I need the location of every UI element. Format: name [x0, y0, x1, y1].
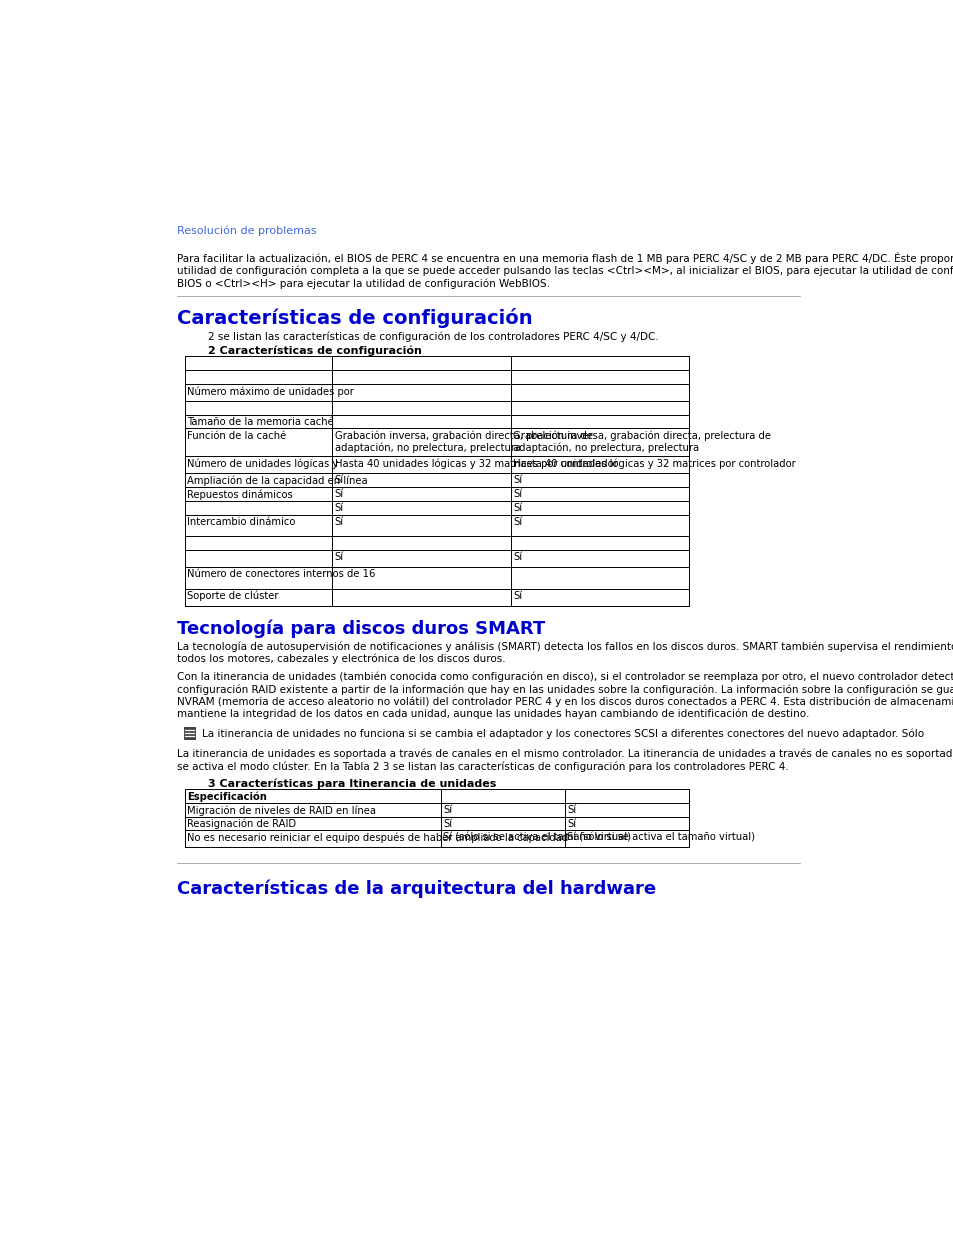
Text: 3 Características para Itinerancia de unidades: 3 Características para Itinerancia de un…: [208, 778, 497, 789]
Text: Grabación inversa, grabación directa, prelectura de
adaptación, no prelectura, p: Grabación inversa, grabación directa, pr…: [513, 431, 770, 453]
Text: Sí: Sí: [567, 805, 576, 815]
Text: Características de configuración: Características de configuración: [177, 308, 533, 327]
Text: Grabación inversa, grabación directa, prelectura de
adaptación, no prelectura, p: Grabación inversa, grabación directa, pr…: [335, 431, 592, 453]
Text: La tecnología de autosupervisión de notificaciones y análisis (SMART) detecta lo: La tecnología de autosupervisión de noti…: [177, 641, 953, 663]
Text: Función de la caché: Función de la caché: [187, 431, 287, 441]
Text: Resolución de problemas: Resolución de problemas: [177, 225, 316, 236]
FancyBboxPatch shape: [183, 727, 195, 740]
Text: Tecnología para discos duros SMART: Tecnología para discos duros SMART: [177, 620, 545, 638]
Text: Sí: Sí: [443, 805, 452, 815]
Text: Sí: Sí: [335, 552, 343, 562]
Text: Sí: Sí: [513, 592, 521, 601]
Text: Sí (sólo si se activa el tamaño virtual): Sí (sólo si se activa el tamaño virtual): [567, 832, 755, 842]
Text: Hasta 40 unidades lógicas y 32 matrices por controlador: Hasta 40 unidades lógicas y 32 matrices …: [513, 458, 795, 469]
Text: Sí (sólo si se activa el tamaño virtual): Sí (sólo si se activa el tamaño virtual): [443, 832, 631, 842]
Text: Hasta 40 unidades lógicas y 32 matrices por controlador: Hasta 40 unidades lógicas y 32 matrices …: [335, 458, 617, 469]
Text: 2 se listan las características de configuración de los controladores PERC 4/SC : 2 se listan las características de confi…: [208, 331, 659, 342]
Text: Con la itinerancia de unidades (también conocida como configuración en disco), s: Con la itinerancia de unidades (también …: [177, 672, 953, 719]
Text: Reasignación de RAID: Reasignación de RAID: [187, 819, 296, 830]
Text: Sí: Sí: [443, 819, 452, 829]
Text: La itinerancia de unidades no funciona si se cambia el adaptador y los conectore: La itinerancia de unidades no funciona s…: [202, 729, 923, 740]
Text: Sí: Sí: [567, 819, 576, 829]
Text: Número de unidades lógicas y: Número de unidades lógicas y: [187, 458, 338, 469]
Text: Sí: Sí: [513, 517, 521, 527]
Text: Ampliación de la capacidad en línea: Ampliación de la capacidad en línea: [187, 475, 368, 485]
Text: Sí: Sí: [335, 475, 343, 485]
Text: Migración de niveles de RAID en línea: Migración de niveles de RAID en línea: [187, 805, 376, 815]
Text: Tamaño de la memoria caché: Tamaño de la memoria caché: [187, 417, 334, 427]
Text: Sí: Sí: [513, 503, 521, 514]
Text: Características de la arquitectura del hardware: Características de la arquitectura del h…: [177, 879, 656, 898]
Text: Sí: Sí: [513, 475, 521, 485]
Text: Sí: Sí: [513, 489, 521, 499]
Text: La itinerancia de unidades es soportada a través de canales en el mismo controla: La itinerancia de unidades es soportada …: [177, 748, 953, 772]
Text: Sí: Sí: [335, 489, 343, 499]
Text: Soporte de clúster: Soporte de clúster: [187, 592, 278, 601]
Text: Sí: Sí: [335, 503, 343, 514]
Text: No es necesario reiniciar el equipo después de haber ampliado la capacidad: No es necesario reiniciar el equipo desp…: [187, 832, 568, 844]
Text: Repuestos dinámicos: Repuestos dinámicos: [187, 489, 293, 500]
Text: Número máximo de unidades por: Número máximo de unidades por: [187, 387, 354, 396]
Text: Sí: Sí: [513, 552, 521, 562]
Text: Intercambio dinámico: Intercambio dinámico: [187, 517, 295, 527]
Text: Sí: Sí: [335, 517, 343, 527]
Text: 2 Características de configuración: 2 Características de configuración: [208, 346, 422, 356]
Text: Para facilitar la actualización, el BIOS de PERC 4 se encuentra en una memoria f: Para facilitar la actualización, el BIOS…: [177, 252, 953, 289]
Text: Número de conectores internos de 16: Número de conectores internos de 16: [187, 569, 375, 579]
Text: Especificación: Especificación: [187, 792, 267, 802]
